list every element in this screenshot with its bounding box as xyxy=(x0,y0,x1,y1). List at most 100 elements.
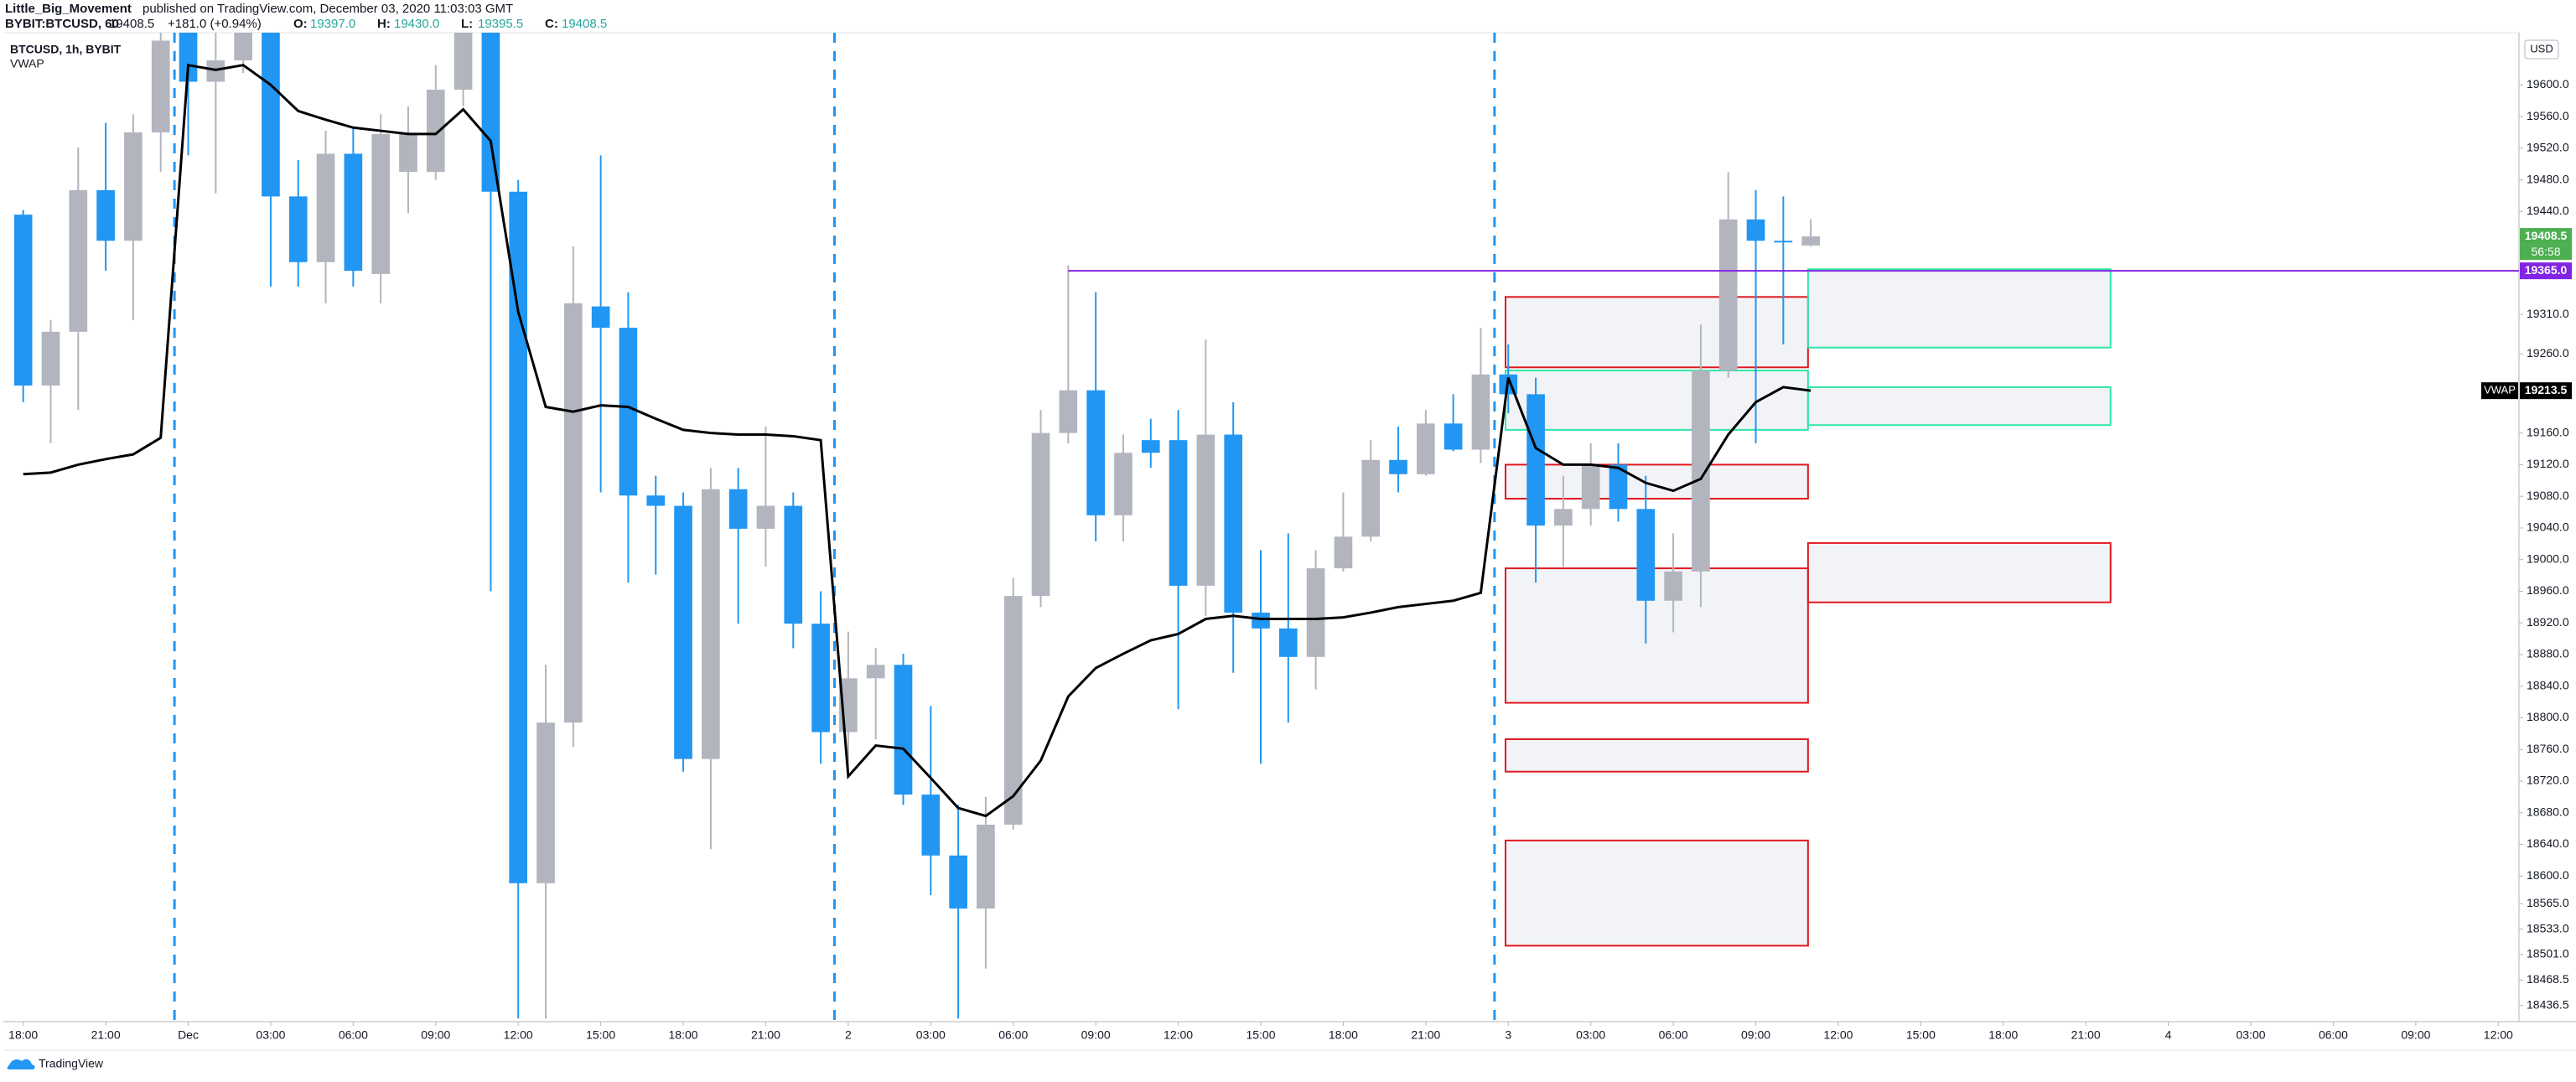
candle-body xyxy=(41,331,60,386)
countdown: 56:58 xyxy=(2531,245,2560,258)
candle-body xyxy=(1636,509,1656,601)
candle-body xyxy=(1554,509,1573,526)
ohlc-value: 19430.0 xyxy=(394,17,439,31)
y-tick-label: 19000.0 xyxy=(2527,551,2569,565)
countdown-box xyxy=(2520,245,2572,261)
vwap-line xyxy=(23,63,1811,818)
candle-body xyxy=(1059,390,1078,433)
hline-box xyxy=(2520,262,2572,280)
y-tick-label: 19260.0 xyxy=(2527,346,2569,360)
ohlc-label: L: xyxy=(461,17,473,31)
y-tick-label: 18880.0 xyxy=(2527,647,2569,660)
candle-body xyxy=(1141,440,1160,453)
ohlc-label: H: xyxy=(377,17,391,31)
zone xyxy=(1806,268,2112,349)
y-tick-label: 18533.0 xyxy=(2527,921,2569,934)
ohlc-value: 19408.5 xyxy=(562,17,607,31)
x-tick-label: 09:00 xyxy=(1741,1028,1770,1042)
candle-body xyxy=(921,795,941,856)
y-tick-label: 19440.0 xyxy=(2527,204,2569,217)
x-tick-label: 18:00 xyxy=(8,1028,38,1042)
candle-body xyxy=(262,33,280,197)
ohlc-value: 19397.0 xyxy=(310,17,355,31)
y-tick-label: 18436.5 xyxy=(2527,997,2569,1011)
last-price-box xyxy=(2520,228,2572,246)
x-tick-label: 2 xyxy=(845,1028,852,1042)
change: +181.0 (+0.94%) xyxy=(168,17,262,31)
candle-body xyxy=(13,215,33,386)
y-tick-label: 18920.0 xyxy=(2527,615,2569,629)
candle-body xyxy=(1471,374,1490,450)
candle-body xyxy=(1031,432,1050,597)
y-tick-label: 18501.0 xyxy=(2527,946,2569,960)
candle-body xyxy=(1718,219,1738,371)
candle-body xyxy=(124,132,143,241)
y-tick-label: 18565.0 xyxy=(2527,896,2569,909)
zone xyxy=(1504,738,1809,773)
x-tick-label: 18:00 xyxy=(1988,1028,2018,1042)
candle-body xyxy=(894,665,913,795)
x-tick-label: 4 xyxy=(2165,1028,2172,1042)
candle-body xyxy=(949,855,967,909)
price: 19408.5 xyxy=(109,17,154,31)
candle-body xyxy=(371,133,391,274)
hline-label: 19365.0 xyxy=(2525,263,2568,277)
vwap-name: VWAP xyxy=(2484,384,2516,396)
x-tick-label: 21:00 xyxy=(2071,1028,2101,1042)
x-tick-label: 06:00 xyxy=(1659,1028,1688,1042)
candle-body xyxy=(1003,596,1023,825)
y-tick-label: 19080.0 xyxy=(2527,489,2569,502)
ohlc: O: 19397.0 H: 19430.0 L: 19395.5 C: 19408.5 xyxy=(293,17,607,31)
y-tick-label: 19480.0 xyxy=(2527,172,2569,185)
y-tick-label: 18960.0 xyxy=(2527,583,2569,597)
ohlc-label: O: xyxy=(293,17,308,31)
candle-body xyxy=(702,489,720,759)
y-tick-label: 18640.0 xyxy=(2527,836,2569,850)
candle-body xyxy=(288,196,308,262)
candle-body xyxy=(1664,571,1682,601)
candle-body xyxy=(591,306,610,329)
candle-body xyxy=(1306,568,1325,657)
candle-body xyxy=(316,153,335,262)
x-tick-label: 12:00 xyxy=(2484,1028,2513,1042)
candle-body xyxy=(977,824,995,909)
candle-body xyxy=(234,33,252,61)
zone xyxy=(1504,463,1809,500)
candle-body xyxy=(1609,464,1628,510)
zone xyxy=(1504,370,1809,431)
candle-body xyxy=(866,665,885,679)
candle-body xyxy=(756,505,775,529)
author: Little_Big_Movement xyxy=(5,2,132,16)
indicator-name: VWAP xyxy=(10,57,44,70)
vwap-value: 19213.5 xyxy=(2525,383,2568,396)
candle-body xyxy=(96,189,115,241)
candle-body xyxy=(69,189,88,332)
candle-body xyxy=(179,33,198,82)
candle-body xyxy=(1196,434,1215,586)
y-tick-label: 18680.0 xyxy=(2527,805,2569,818)
candle-body xyxy=(563,303,583,723)
candle-body xyxy=(728,489,748,529)
candle-body xyxy=(1581,464,1600,510)
x-tick-label: 03:00 xyxy=(916,1028,946,1042)
candle-body xyxy=(1774,241,1793,243)
candle-body xyxy=(1443,423,1463,450)
x-tick-label: 21:00 xyxy=(751,1028,780,1042)
candle-body xyxy=(1334,536,1353,569)
x-tick-label: 21:00 xyxy=(91,1028,121,1042)
ohlc-label: C: xyxy=(545,17,558,31)
x-tick-label: 03:00 xyxy=(2237,1028,2266,1042)
x-tick-label: Dec xyxy=(178,1028,199,1042)
candle-body xyxy=(426,89,445,173)
zone xyxy=(1504,567,1809,704)
candle-body xyxy=(1224,434,1243,613)
x-tick-label: 15:00 xyxy=(1906,1028,1936,1042)
currency-box[interactable] xyxy=(2524,39,2559,60)
candle-body xyxy=(674,505,692,759)
candle-body xyxy=(1417,423,1435,474)
x-tick-label: 18:00 xyxy=(669,1028,698,1042)
y-tick-label: 19040.0 xyxy=(2527,520,2569,534)
candle-body xyxy=(509,191,528,883)
candle-body xyxy=(1746,219,1765,241)
